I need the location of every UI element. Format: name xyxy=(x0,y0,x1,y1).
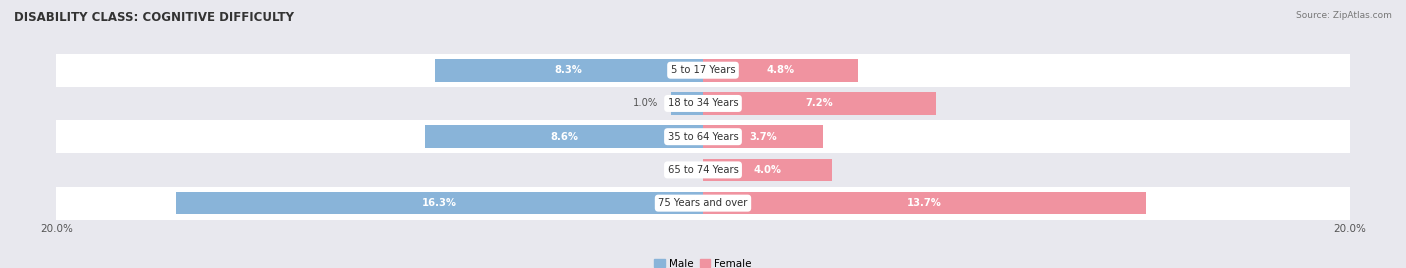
Bar xyxy=(671,92,703,115)
Text: 0.0%: 0.0% xyxy=(665,165,690,175)
Text: 8.6%: 8.6% xyxy=(550,132,578,142)
Bar xyxy=(434,59,703,81)
Bar xyxy=(703,125,823,148)
Text: 7.2%: 7.2% xyxy=(806,98,834,109)
Bar xyxy=(703,92,936,115)
Text: 65 to 74 Years: 65 to 74 Years xyxy=(668,165,738,175)
Bar xyxy=(56,153,1350,187)
Text: 1.0%: 1.0% xyxy=(633,98,658,109)
Text: DISABILITY CLASS: COGNITIVE DIFFICULTY: DISABILITY CLASS: COGNITIVE DIFFICULTY xyxy=(14,11,294,24)
Bar xyxy=(703,192,1146,214)
Text: 4.0%: 4.0% xyxy=(754,165,782,175)
Text: 3.7%: 3.7% xyxy=(749,132,776,142)
Text: 8.3%: 8.3% xyxy=(555,65,582,75)
Text: 16.3%: 16.3% xyxy=(422,198,457,208)
Text: 18 to 34 Years: 18 to 34 Years xyxy=(668,98,738,109)
Bar xyxy=(56,87,1350,120)
Bar xyxy=(56,187,1350,220)
Text: 75 Years and over: 75 Years and over xyxy=(658,198,748,208)
Bar xyxy=(56,120,1350,153)
Bar xyxy=(703,59,858,81)
Text: 13.7%: 13.7% xyxy=(907,198,942,208)
Legend: Male, Female: Male, Female xyxy=(650,254,756,268)
Bar xyxy=(425,125,703,148)
Text: 4.8%: 4.8% xyxy=(766,65,794,75)
Text: 5 to 17 Years: 5 to 17 Years xyxy=(671,65,735,75)
Bar xyxy=(176,192,703,214)
Text: Source: ZipAtlas.com: Source: ZipAtlas.com xyxy=(1296,11,1392,20)
Bar xyxy=(703,159,832,181)
Text: 35 to 64 Years: 35 to 64 Years xyxy=(668,132,738,142)
Bar xyxy=(56,54,1350,87)
